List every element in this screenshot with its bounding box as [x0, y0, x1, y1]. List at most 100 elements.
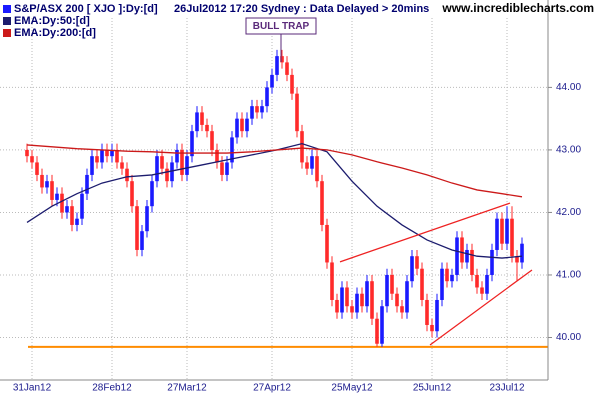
candle-body [215, 149, 219, 163]
candle-body [475, 274, 479, 288]
candle-body [480, 287, 484, 294]
candle-body [290, 74, 294, 94]
annotation: BULL TRAP [245, 17, 317, 62]
x-tick-label: 25Jun12 [413, 383, 452, 394]
x-tick-label: 23Jul12 [489, 383, 524, 394]
y-tick-label: 40.00 [556, 332, 581, 343]
candle-body [510, 218, 514, 257]
candle-body [465, 249, 469, 263]
candle-body [320, 181, 324, 225]
candle-body [470, 249, 474, 275]
candle-body [330, 262, 334, 300]
candle-body [295, 93, 299, 132]
candle-body [90, 156, 94, 175]
candle-body [300, 131, 304, 163]
candle-body [60, 193, 64, 213]
candle-body [410, 256, 414, 282]
candle-body [225, 162, 229, 175]
candle-body [500, 218, 504, 244]
candle-body [80, 193, 84, 219]
candle-body [385, 274, 389, 307]
candle-body [200, 112, 204, 125]
x-tick-label: 27Mar12 [167, 383, 207, 394]
ema-line [26, 144, 523, 198]
legend-swatch [3, 17, 11, 25]
candle-body [405, 281, 409, 313]
candle-body [445, 268, 449, 282]
candle-body [135, 206, 139, 250]
candle-body [395, 293, 399, 307]
candle-body [400, 306, 404, 313]
candle-body [455, 237, 459, 275]
candle-body [350, 306, 354, 313]
legend-swatch [3, 5, 11, 13]
candle-body [440, 268, 444, 300]
candle-body [275, 56, 279, 75]
x-tick-label: 31Jan12 [13, 383, 52, 394]
candle-body [370, 281, 374, 319]
candle-body [195, 112, 199, 132]
candle-body [390, 274, 394, 294]
trend-line [429, 269, 533, 346]
candle-body [505, 218, 509, 244]
candle-body [180, 149, 184, 175]
candle-body [355, 293, 359, 313]
candle-body [125, 168, 129, 182]
candle-body [435, 299, 439, 332]
candle-body [65, 206, 69, 213]
candle-body [170, 162, 174, 182]
candle-body [150, 181, 154, 207]
candle-body [265, 87, 269, 107]
candle-body [130, 181, 134, 207]
candle-body [375, 318, 379, 344]
candle-body [240, 118, 244, 132]
candle-body [35, 162, 39, 175]
candle-body [55, 193, 59, 200]
subtitle: 26Jul2012 17:20 Sydney : Data Delayed > … [174, 3, 429, 15]
candle-body [30, 156, 34, 163]
candle-body [345, 287, 349, 307]
candle-body [360, 293, 364, 307]
candle-body [40, 174, 44, 188]
candle-body [485, 274, 489, 294]
candle-body [230, 137, 234, 163]
candle-body [365, 281, 369, 307]
candle-body [165, 168, 169, 182]
candle-body [340, 287, 344, 313]
candle-body [515, 256, 519, 263]
candle-body [305, 162, 309, 169]
legend-label: EMA:Dy:50:[d] [14, 15, 90, 27]
legend-label: EMA:Dy:200:[d] [14, 27, 96, 39]
candle-body [175, 149, 179, 163]
x-tick-label: 27Apr12 [253, 383, 291, 394]
candle-body [250, 106, 254, 119]
candle-body [425, 299, 429, 325]
legend-label: S&P/ASX 200 [ XJO ]:Dy:[d] [14, 3, 158, 15]
candle-body [85, 174, 89, 194]
plot [25, 49, 548, 348]
candle-body [100, 149, 104, 163]
candle-body [155, 156, 159, 182]
y-tick-label: 44.00 [556, 82, 581, 93]
annotation-text: BULL TRAP [253, 21, 310, 32]
legend-swatch [3, 29, 11, 37]
watermark: www.incrediblecharts.com [441, 1, 594, 15]
candle-body [380, 306, 384, 344]
x-tick-label: 25May12 [331, 383, 373, 394]
candle-body [520, 243, 524, 263]
candle-body [260, 106, 264, 113]
candle-body [335, 299, 339, 313]
candle-body [95, 156, 99, 163]
candle-body [245, 118, 249, 132]
candle-body [325, 224, 329, 263]
candle-body [285, 62, 289, 75]
candle-body [310, 156, 314, 169]
y-tick-label: 42.00 [556, 207, 581, 218]
candle-body [205, 124, 209, 132]
candle-body [140, 231, 144, 250]
candle-body [145, 206, 149, 232]
candle-body [185, 156, 189, 175]
candle-body [120, 162, 124, 169]
